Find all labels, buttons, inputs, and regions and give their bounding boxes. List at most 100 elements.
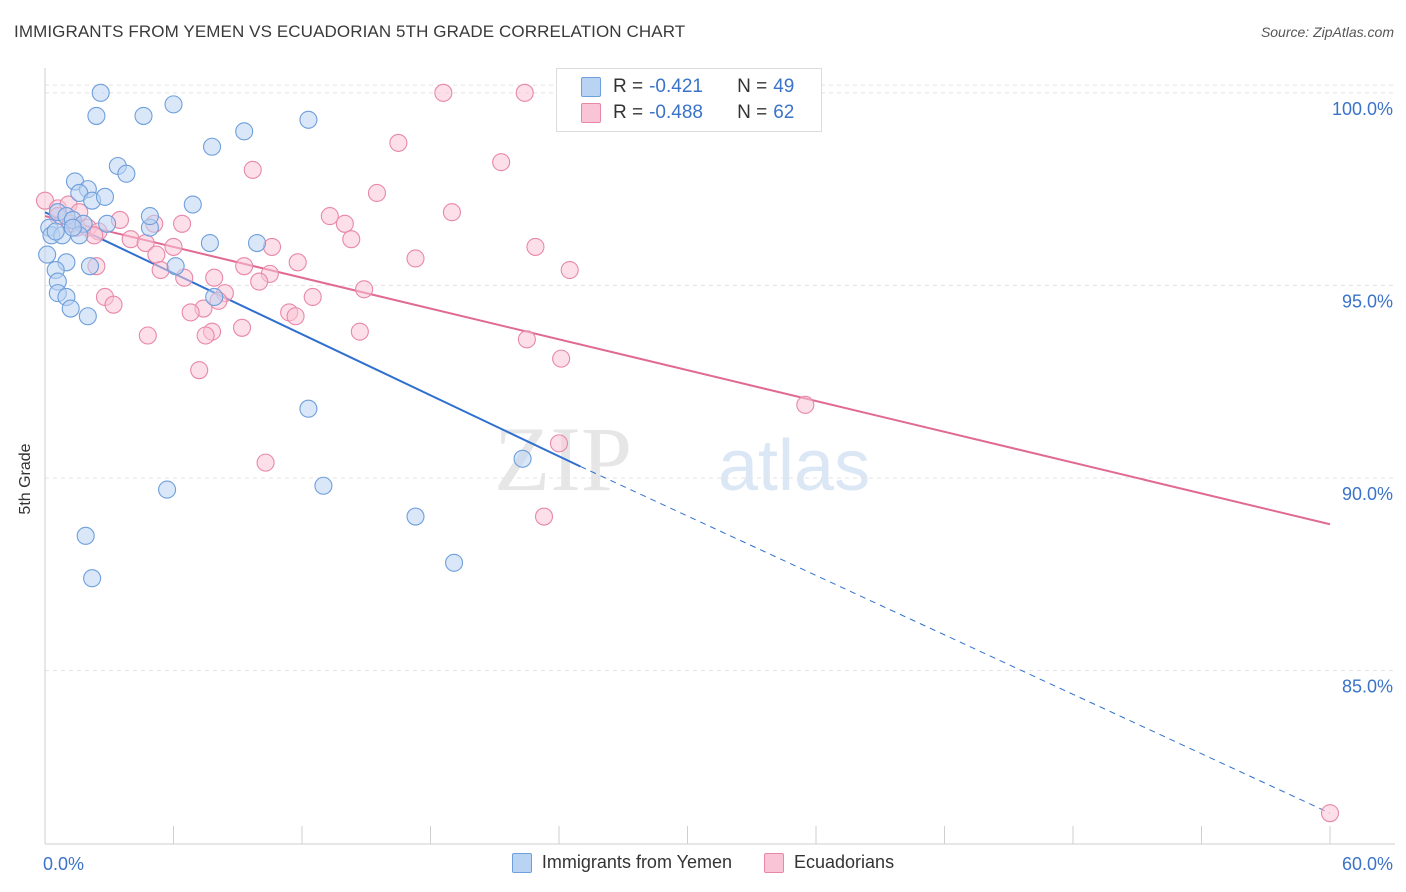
point-yemen — [200, 234, 219, 253]
y-tick-label: 90.0% — [1342, 484, 1393, 504]
point-ecuadorian — [121, 230, 140, 249]
point-ecuadorian — [335, 214, 354, 233]
source-credit: Source: ZipAtlas.com — [1260, 24, 1394, 40]
legend-r-value: -0.488 — [649, 102, 703, 123]
watermark: ZIP atlas — [494, 408, 870, 510]
point-ecuadorian — [796, 395, 815, 414]
legend-row-ecuadorians: R = -0.488 N = 62 — [581, 101, 794, 125]
series-legend: Immigrants from Yemen Ecuadorians — [0, 852, 1406, 873]
point-yemen — [235, 122, 254, 141]
point-yemen — [80, 257, 100, 276]
legend-n-value: 62 — [773, 102, 795, 123]
point-ecuadorian — [173, 214, 192, 233]
point-ecuadorian — [389, 133, 408, 152]
point-yemen — [38, 245, 57, 264]
point-ecuadorian — [232, 318, 252, 337]
legend-r-label: R = — [613, 102, 644, 123]
point-yemen — [98, 214, 117, 233]
legend-swatch-ecuadorians — [581, 103, 601, 123]
point-yemen — [95, 187, 115, 206]
point-yemen — [513, 449, 532, 468]
point-yemen — [299, 110, 318, 129]
point-ecuadorian — [1320, 804, 1340, 823]
legend-item-yemen[interactable]: Immigrants from Yemen — [511, 852, 732, 873]
point-ecuadorian — [164, 237, 183, 256]
trendline-yemen — [44, 211, 581, 468]
point-yemen — [299, 399, 318, 418]
point-ecuadorian — [434, 83, 453, 102]
tick-labels: 85.0% 90.0% 95.0% 100.0% 0.0% 60.0% — [43, 99, 1393, 874]
point-yemen — [61, 299, 80, 318]
point-ecuadorian — [288, 253, 307, 272]
legend-swatch-ecuadorians — [764, 852, 784, 873]
point-ecuadorian — [367, 183, 387, 203]
legend-n-value: 49 — [773, 76, 795, 97]
point-ecuadorian — [320, 207, 339, 226]
point-ecuadorian — [256, 453, 275, 472]
point-ecuadorian — [355, 280, 374, 299]
point-ecuadorian — [303, 287, 322, 307]
point-yemen — [164, 95, 183, 114]
legend-item-ecuadorians[interactable]: Ecuadorians — [764, 852, 894, 873]
point-ecuadorian — [342, 230, 361, 249]
point-yemen — [63, 218, 82, 237]
y-tick-label: 95.0% — [1342, 291, 1393, 311]
point-ecuadorian — [243, 160, 262, 179]
x-tick-label: 60.0% — [1342, 854, 1393, 874]
point-ecuadorian — [286, 307, 305, 326]
point-ecuadorian — [350, 322, 369, 341]
trendline-yemen-extension — [580, 466, 1331, 814]
watermark-atlas: atlas — [718, 426, 870, 506]
point-yemen — [445, 553, 464, 572]
point-ecuadorian — [235, 257, 254, 276]
legend-row-yemen: R = -0.421 N = 49 — [581, 75, 794, 99]
data-points — [35, 83, 1340, 823]
legend-label-ecuadorians: Ecuadorians — [794, 852, 895, 872]
point-ecuadorian — [181, 303, 200, 322]
legend-n-label: N = — [737, 102, 768, 123]
legend-r-label: R = — [613, 76, 644, 97]
point-ecuadorian — [406, 249, 425, 268]
y-axis-label: 5th Grade — [17, 443, 34, 515]
y-tick-label: 85.0% — [1342, 677, 1393, 697]
point-ecuadorian — [147, 245, 166, 264]
point-yemen — [205, 287, 224, 307]
point-yemen — [91, 83, 110, 102]
trendlines — [44, 211, 1331, 814]
point-yemen — [166, 257, 185, 276]
legend-swatch-yemen — [511, 852, 532, 873]
legend-label-yemen: Immigrants from Yemen — [541, 852, 732, 872]
point-yemen — [78, 307, 97, 326]
point-yemen — [203, 137, 222, 156]
point-yemen — [158, 480, 177, 499]
point-yemen — [140, 207, 159, 226]
point-ecuadorian — [250, 272, 269, 291]
point-ecuadorian — [515, 83, 534, 102]
point-ecuadorian — [138, 326, 157, 345]
point-yemen — [406, 507, 425, 526]
point-ecuadorian — [534, 507, 554, 526]
point-ecuadorian — [196, 326, 215, 345]
correlation-legend: R = -0.421 N = 49 R = -0.488 N = 62 — [556, 68, 822, 132]
point-ecuadorian — [549, 434, 569, 453]
point-ecuadorian — [262, 237, 282, 256]
legend-r-value: -0.421 — [649, 76, 703, 97]
point-yemen — [87, 106, 106, 125]
point-ecuadorian — [104, 295, 123, 314]
point-yemen — [134, 106, 153, 125]
point-ecuadorian — [205, 268, 224, 287]
point-ecuadorian — [517, 330, 536, 349]
point-yemen — [247, 234, 267, 253]
point-yemen — [314, 476, 333, 495]
point-yemen — [76, 526, 95, 545]
trendline-ecuadorians — [44, 215, 1331, 526]
point-ecuadorian — [190, 361, 209, 380]
point-ecuadorian — [492, 153, 511, 172]
legend-swatch-yemen — [581, 77, 601, 97]
point-yemen — [83, 569, 102, 588]
point-yemen — [183, 195, 202, 214]
point-ecuadorian — [442, 203, 461, 222]
x-tick-label: 0.0% — [43, 854, 84, 874]
point-ecuadorian — [552, 349, 571, 368]
